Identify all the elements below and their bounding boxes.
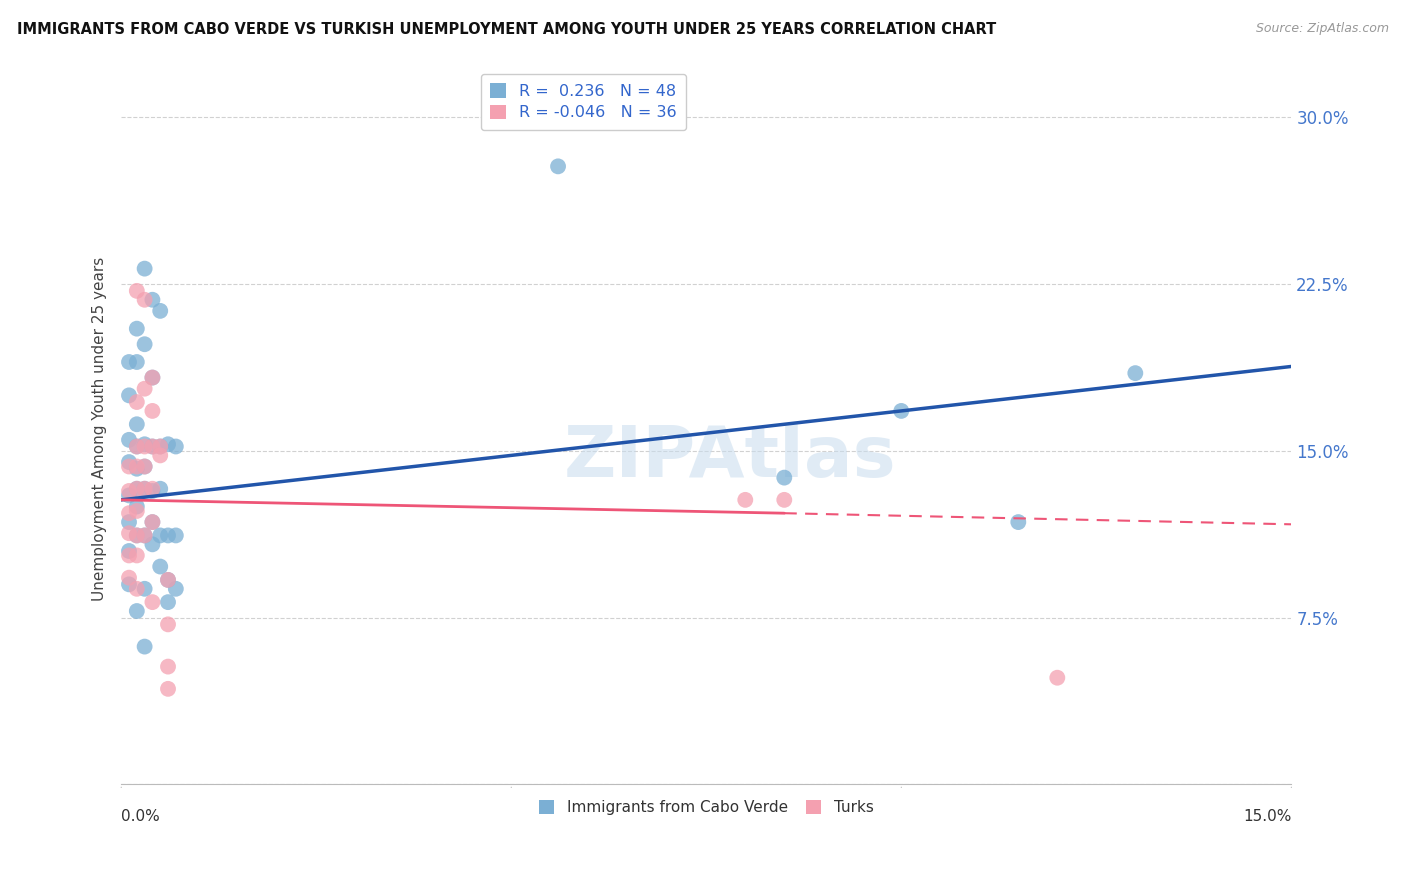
Y-axis label: Unemployment Among Youth under 25 years: Unemployment Among Youth under 25 years (93, 257, 107, 601)
Point (141, 404, 163, 418)
Point (125, 355, 148, 369)
Point (125, 528, 148, 542)
Point (134, 382, 156, 396)
Point (134, 337, 156, 351)
Point (157, 617, 180, 632)
Text: ZIPAtlas: ZIPAtlas (564, 423, 896, 491)
Point (149, 304, 172, 318)
Point (141, 537, 163, 551)
Point (118, 526, 141, 541)
Point (157, 681, 180, 696)
Point (149, 528, 172, 542)
Point (134, 293, 156, 307)
Point (1046, 671, 1069, 685)
Point (773, 470, 796, 484)
Point (118, 577, 141, 591)
Point (125, 482, 148, 496)
Point (118, 355, 141, 369)
Point (141, 515, 163, 529)
Point (165, 528, 187, 542)
Point (118, 571, 141, 585)
Point (125, 284, 148, 298)
Point (134, 440, 156, 454)
Point (141, 483, 163, 498)
Point (773, 492, 796, 507)
Point (125, 440, 148, 454)
Text: 15.0%: 15.0% (1243, 809, 1291, 824)
Point (134, 528, 156, 542)
Point (125, 482, 148, 496)
Point (125, 440, 148, 454)
Point (118, 459, 141, 474)
Text: IMMIGRANTS FROM CABO VERDE VS TURKISH UNEMPLOYMENT AMONG YOUTH UNDER 25 YEARS CO: IMMIGRANTS FROM CABO VERDE VS TURKISH UN… (17, 22, 995, 37)
Point (134, 582, 156, 596)
Point (141, 293, 163, 307)
Point (890, 404, 912, 418)
Point (1007, 515, 1029, 529)
Point (141, 595, 163, 609)
Point (125, 582, 148, 596)
Point (134, 482, 156, 496)
Legend: Immigrants from Cabo Verde, Turks: Immigrants from Cabo Verde, Turks (531, 793, 882, 823)
Point (118, 388, 141, 402)
Point (125, 549, 148, 563)
Point (141, 440, 163, 454)
Point (118, 544, 141, 558)
Point (157, 595, 180, 609)
Point (149, 482, 172, 496)
Point (134, 437, 156, 451)
Point (165, 440, 187, 454)
Point (125, 461, 148, 475)
Point (125, 500, 148, 514)
Point (118, 515, 141, 529)
Point (118, 455, 141, 469)
Text: 0.0%: 0.0% (121, 809, 160, 824)
Point (157, 573, 180, 587)
Point (149, 440, 172, 454)
Point (134, 459, 156, 474)
Point (134, 482, 156, 496)
Point (157, 659, 180, 673)
Point (125, 321, 148, 335)
Point (118, 506, 141, 520)
Point (141, 515, 163, 529)
Point (118, 483, 141, 498)
Point (125, 395, 148, 409)
Point (134, 528, 156, 542)
Point (165, 582, 187, 596)
Point (118, 549, 141, 563)
Point (134, 640, 156, 654)
Point (125, 604, 148, 618)
Point (118, 488, 141, 502)
Point (149, 440, 172, 454)
Point (149, 449, 172, 463)
Point (141, 482, 163, 496)
Point (125, 459, 148, 474)
Text: Source: ZipAtlas.com: Source: ZipAtlas.com (1256, 22, 1389, 36)
Point (125, 504, 148, 518)
Point (141, 370, 163, 384)
Point (1123, 366, 1146, 380)
Point (118, 433, 141, 447)
Point (149, 559, 172, 574)
Point (157, 573, 180, 587)
Point (125, 528, 148, 542)
Point (547, 160, 569, 174)
Point (134, 459, 156, 474)
Point (125, 417, 148, 432)
Point (141, 440, 163, 454)
Point (141, 370, 163, 384)
Point (134, 261, 156, 276)
Point (157, 437, 180, 451)
Point (734, 492, 756, 507)
Point (157, 528, 180, 542)
